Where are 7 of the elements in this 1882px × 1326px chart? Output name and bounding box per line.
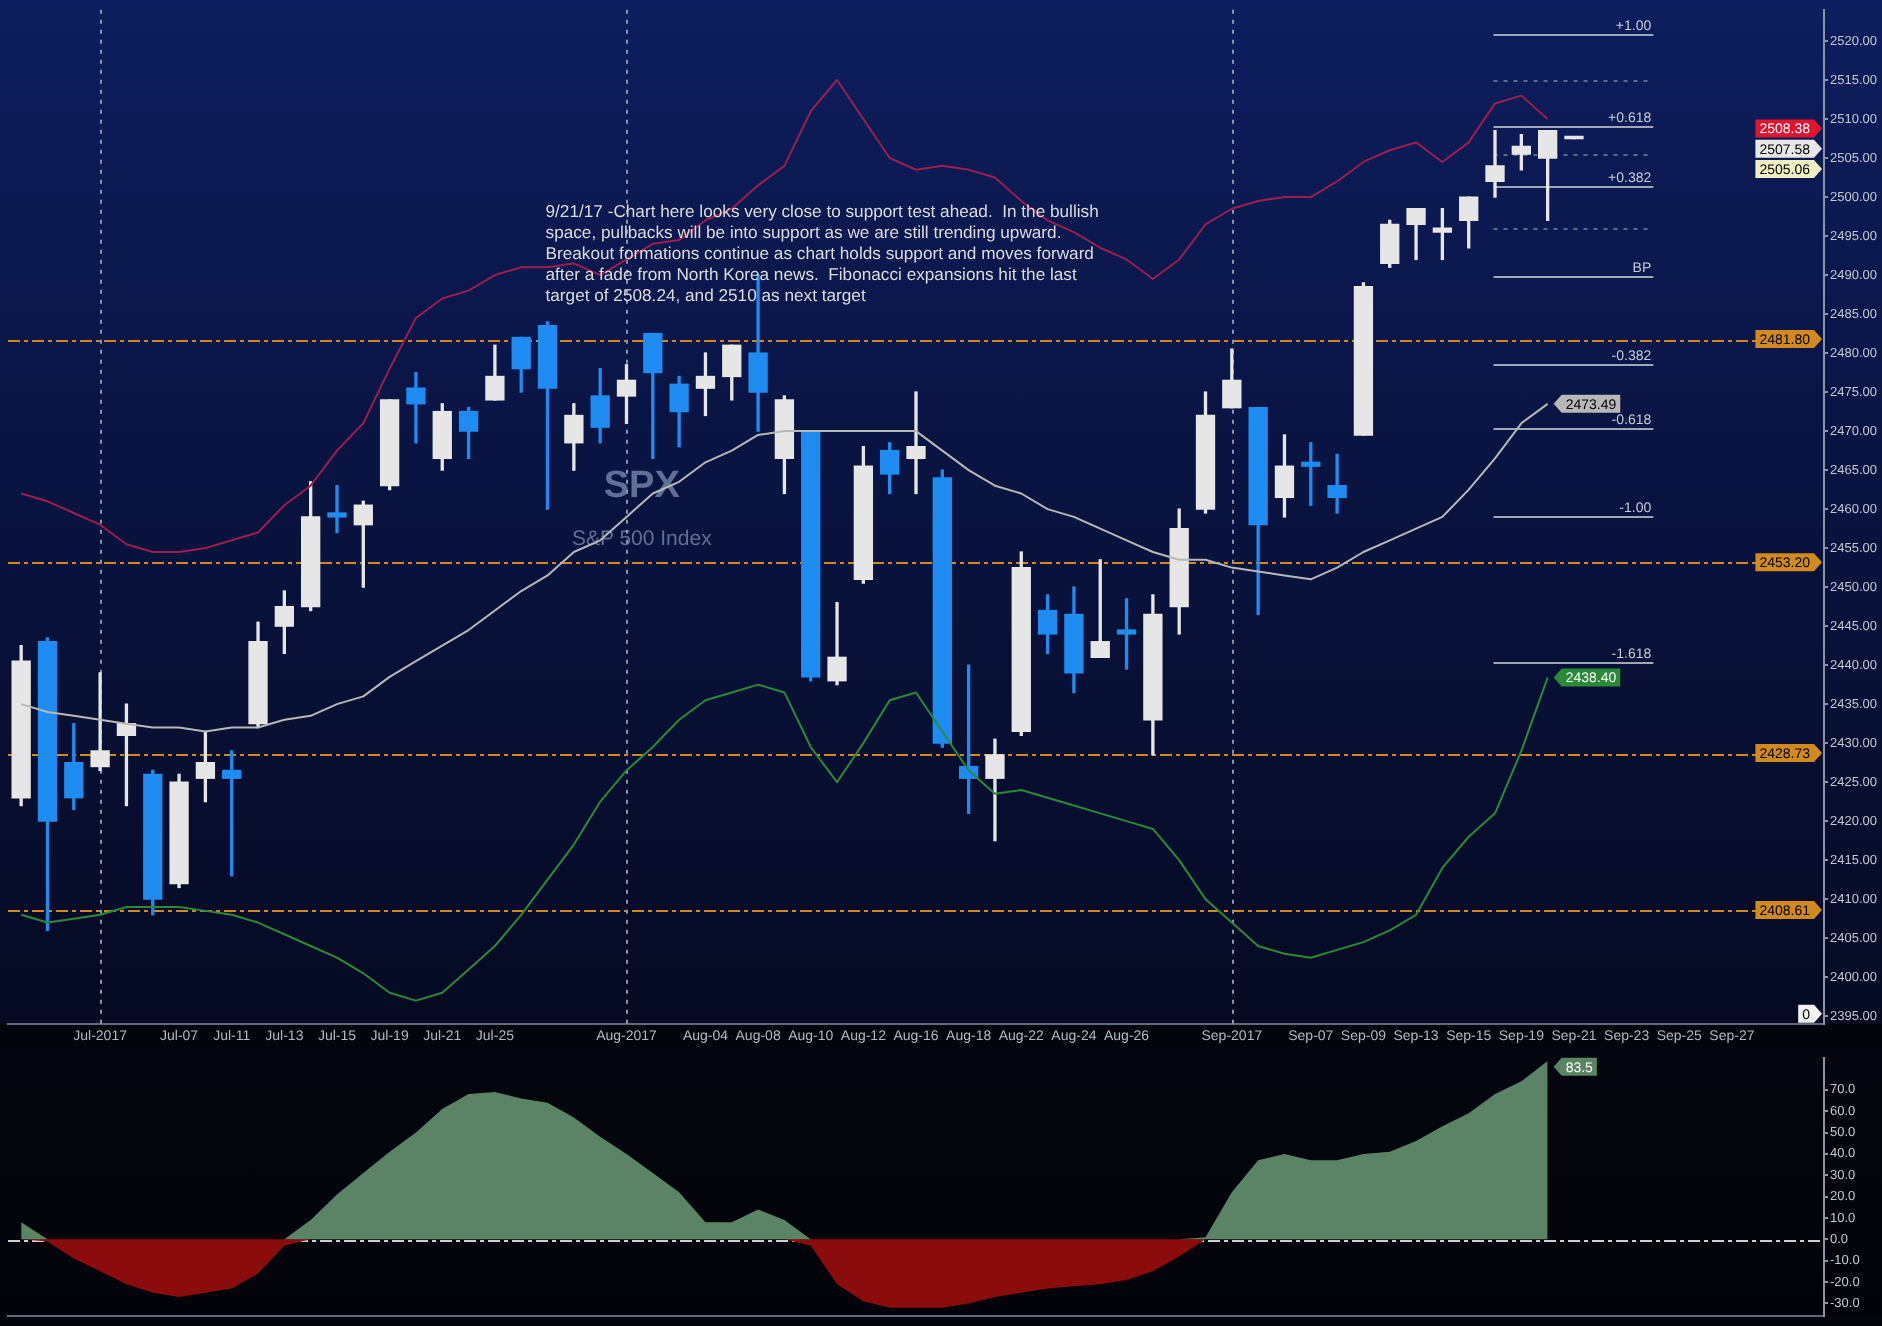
candlestick (90, 672, 110, 772)
text: SPX (603, 464, 681, 507)
candlestick (406, 371, 426, 444)
candlestick (327, 485, 347, 534)
candlestick (1327, 453, 1347, 514)
candlestick (906, 391, 926, 495)
candlestick (1485, 130, 1505, 198)
